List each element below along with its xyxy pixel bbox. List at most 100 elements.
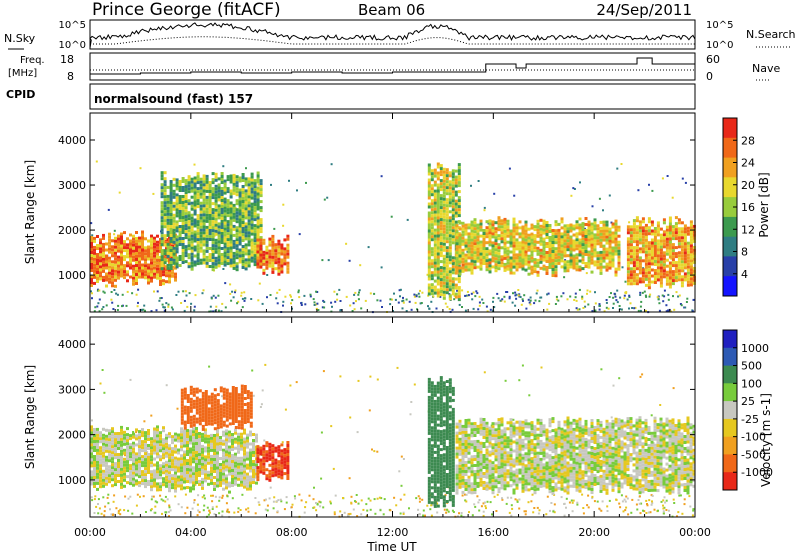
echo-cell — [102, 269, 105, 273]
echo-cell — [188, 292, 191, 295]
echo-cell — [199, 177, 203, 181]
echo-cell — [204, 479, 207, 483]
echo-cell — [150, 437, 153, 441]
echo-cell — [114, 263, 117, 267]
echo-cell — [662, 236, 666, 240]
echo-cell — [515, 247, 519, 251]
echo-cell — [187, 232, 191, 236]
echo-cell — [169, 252, 173, 255]
echo-cell — [611, 246, 615, 250]
echo-cell — [181, 204, 185, 207]
echo-cell — [445, 204, 449, 208]
echo-cell — [476, 232, 480, 236]
echo-cell — [183, 429, 186, 433]
echo-cell — [211, 220, 215, 224]
echo-cell — [436, 249, 440, 253]
echo-cell — [169, 222, 173, 225]
echo-cell — [241, 254, 245, 257]
echo-cell — [223, 236, 227, 240]
echo-cell — [689, 265, 693, 269]
echo-cell — [132, 252, 135, 256]
echo-cell — [160, 237, 164, 241]
echo-cell — [539, 227, 543, 231]
echo-cell — [647, 274, 651, 278]
echo-cell — [523, 294, 526, 297]
echo-cell — [111, 439, 114, 443]
echo-cell — [668, 228, 672, 232]
echo-cell — [147, 263, 150, 267]
echo-cell — [284, 408, 287, 411]
echo-cell — [497, 297, 500, 300]
echo-cell — [196, 172, 200, 176]
echo-cell — [470, 226, 474, 230]
echo-cell — [612, 296, 615, 299]
echo-cell — [357, 298, 360, 301]
echo-cell — [159, 473, 162, 477]
echo-cell — [217, 249, 221, 253]
echo-cell — [515, 223, 519, 227]
echo-cell — [548, 242, 552, 245]
echo-cell — [175, 294, 178, 296]
echo-cell — [461, 227, 465, 231]
echo-cell — [174, 471, 177, 475]
power-colorbar-label: Power [dB] — [757, 172, 771, 237]
echo-cell — [539, 248, 543, 252]
echo-cell — [138, 451, 141, 455]
echo-cell — [590, 231, 594, 235]
echo-cell — [163, 234, 167, 238]
echo-cell — [210, 478, 213, 482]
echo-cell — [672, 498, 675, 501]
echo-cell — [162, 447, 165, 451]
echo-cell — [250, 217, 254, 221]
echo-cell — [193, 194, 197, 198]
echo-cell — [602, 247, 606, 251]
echo-cell — [334, 300, 337, 303]
echo-cell — [596, 263, 600, 267]
echo-cell — [446, 305, 449, 308]
echo-cell — [117, 512, 120, 515]
echo-cell — [686, 277, 690, 281]
noise-right-tick-top: 10^5 — [706, 20, 733, 31]
echo-cell — [238, 188, 242, 192]
echo-cell — [281, 441, 284, 444]
echo-cell — [116, 309, 119, 311]
echo-cell — [551, 238, 555, 241]
echo-cell — [238, 179, 242, 183]
echo-cell — [439, 269, 443, 273]
echo-cell — [123, 255, 126, 259]
echo-cell — [223, 242, 227, 246]
echo-cell — [135, 249, 138, 252]
echo-cell — [247, 243, 251, 247]
echo-cell — [102, 257, 105, 261]
echo-cell — [111, 239, 114, 243]
echo-cell — [433, 291, 437, 295]
echo-cell — [159, 259, 162, 262]
echo-cell — [93, 428, 96, 431]
echo-cell — [439, 233, 443, 237]
echo-cell — [376, 299, 379, 302]
echo-cell — [665, 234, 669, 238]
echo-cell — [458, 272, 462, 276]
echo-cell — [427, 294, 430, 297]
echo-cell — [271, 249, 275, 253]
echo-cell — [142, 308, 145, 311]
echo-cell — [274, 255, 278, 259]
echo-cell — [129, 479, 132, 483]
echo-cell — [244, 261, 248, 265]
echo-cell — [135, 243, 138, 246]
echo-cell — [448, 186, 452, 190]
echo-cell — [272, 507, 275, 510]
echo-cell — [510, 504, 513, 507]
echo-cell — [247, 249, 251, 253]
echo-cell — [439, 254, 443, 258]
echo-cell — [99, 437, 102, 441]
echo-cell — [208, 232, 212, 235]
echo-cell — [692, 278, 696, 282]
echo-cell — [93, 467, 96, 470]
echo-cell — [263, 499, 266, 502]
echo-cell — [211, 241, 215, 245]
echo-cell — [196, 247, 200, 251]
echo-cell — [169, 201, 173, 204]
echo-cell — [189, 465, 192, 469]
echo-cell — [683, 275, 687, 279]
